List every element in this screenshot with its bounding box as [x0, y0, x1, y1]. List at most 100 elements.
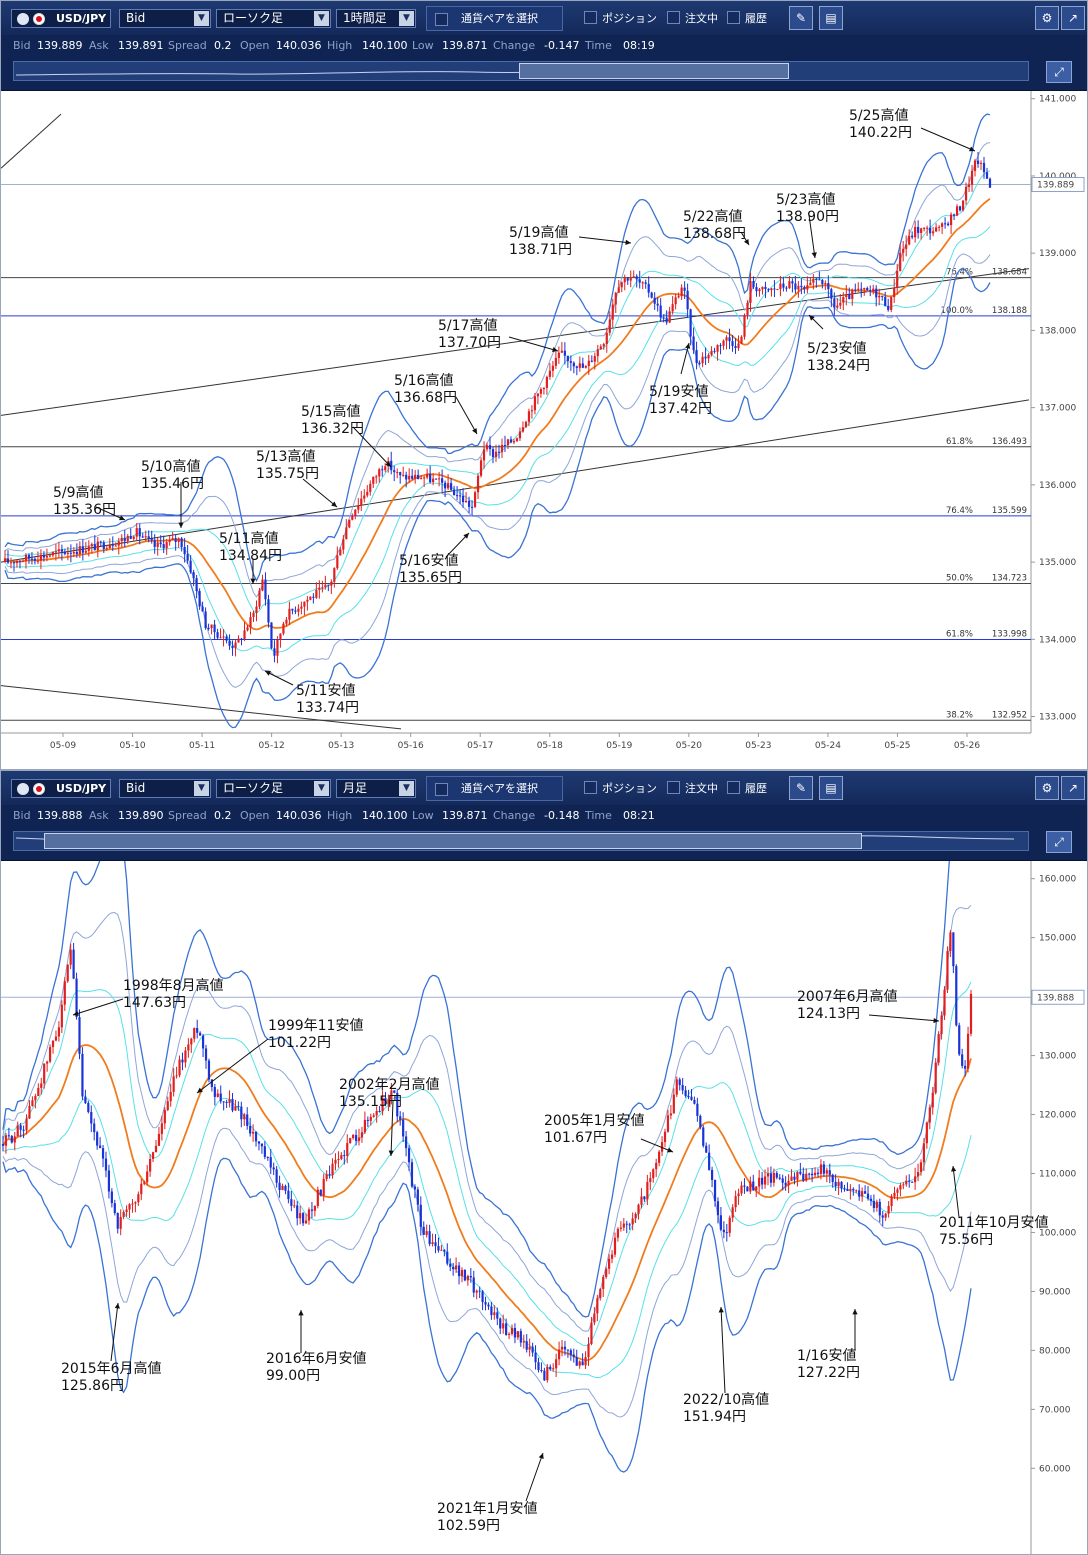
currency-pair-badge[interactable]: USD/JPY — [11, 9, 111, 28]
zoom-icon[interactable]: ⤢ — [1046, 61, 1072, 83]
candle-body — [828, 1170, 831, 1175]
popout-icon[interactable]: ↗ — [1061, 776, 1085, 800]
candle-body — [345, 527, 348, 540]
ask-label: Ask — [89, 39, 109, 52]
candle-body — [665, 317, 668, 323]
history-checkbox[interactable] — [727, 781, 740, 794]
candle-body — [752, 281, 755, 288]
currency-pair-badge[interactable]: USD/JPY — [11, 779, 111, 798]
timeframe-select[interactable]: 1時間足 ▼ — [336, 9, 416, 28]
candle-body — [830, 289, 833, 299]
drawing-tools-button[interactable]: ✎ — [789, 6, 813, 30]
price-type-select[interactable]: Bid ▼ — [119, 779, 211, 798]
annotation-arrowhead — [250, 578, 256, 584]
fibonacci-price-label: 134.723 — [992, 573, 1027, 583]
time-tick-label: 05-16 — [398, 741, 424, 751]
time-tick-label: 05-26 — [954, 741, 980, 751]
candle-body — [144, 536, 147, 538]
candle-body — [69, 552, 72, 554]
candle-body — [184, 1050, 187, 1063]
price-tick-label: 160.000 — [1039, 875, 1076, 885]
candle-body — [128, 1204, 131, 1210]
candle-body — [378, 1110, 381, 1112]
annotation-arrowhead — [809, 315, 815, 321]
candle-body — [42, 554, 46, 558]
navigator-track[interactable] — [13, 61, 1029, 81]
candle-body — [784, 1182, 787, 1186]
navigator-selection[interactable] — [44, 833, 862, 849]
ask-value: 139.891 — [118, 39, 164, 52]
layout-button[interactable]: ▤ — [819, 6, 843, 30]
chart-type-select[interactable]: ローソク足 ▼ — [216, 779, 331, 798]
annotation-value: 101.22円 — [268, 1035, 331, 1051]
candle-body — [131, 1203, 134, 1205]
candle-body — [447, 483, 450, 489]
navigator-selection[interactable] — [519, 63, 789, 79]
candle-body — [913, 1176, 917, 1183]
timeframe-select[interactable]: 月足 ▼ — [336, 779, 416, 798]
candle-body — [36, 560, 40, 562]
chart-type-select[interactable]: ローソク足 ▼ — [216, 9, 331, 28]
select-pair-button[interactable]: 通貨ペアを選択 — [426, 6, 563, 31]
candle-body — [157, 1133, 161, 1146]
candle-body — [637, 1204, 640, 1214]
annotation-arrowhead — [472, 428, 477, 434]
candle-body — [201, 606, 204, 612]
candle-body — [408, 475, 411, 480]
time-tick-label: 05-20 — [676, 741, 702, 751]
candle-body — [327, 584, 330, 586]
candle-body — [773, 288, 776, 290]
fibonacci-percent-label: 100.0% — [941, 306, 973, 316]
zoom-icon[interactable]: ⤢ — [1046, 831, 1072, 853]
orders-checkbox[interactable] — [667, 781, 680, 794]
layout-button[interactable]: ▤ — [819, 776, 843, 800]
candle-body — [399, 472, 402, 476]
candle-body — [575, 366, 578, 368]
price-type-select[interactable]: Bid ▼ — [119, 9, 211, 28]
candle-body — [172, 1076, 175, 1092]
candle-body — [264, 579, 267, 600]
candle-body — [824, 283, 827, 285]
gear-icon[interactable]: ⚙ — [1035, 776, 1059, 800]
candle-body — [775, 1172, 778, 1178]
orders-checkbox[interactable] — [667, 11, 680, 24]
annotation-label: 5/11高値 — [219, 530, 278, 547]
candle-body — [231, 1098, 234, 1111]
candle-body — [905, 1180, 908, 1185]
candle-body — [449, 483, 453, 490]
annotation-arrowhead — [951, 1166, 957, 1172]
candle-body — [122, 1212, 125, 1218]
candle-body — [342, 539, 345, 550]
drawing-tools-button[interactable]: ✎ — [789, 776, 813, 800]
change-value: -0.148 — [544, 809, 580, 822]
candle-body — [728, 1217, 731, 1233]
candle-body — [54, 1036, 58, 1041]
candle-body — [195, 578, 198, 592]
annotation-arrow-line — [808, 214, 816, 259]
history-checkbox[interactable] — [727, 11, 740, 24]
navigator-track[interactable] — [13, 831, 1029, 851]
candle-body — [534, 1352, 537, 1363]
gear-icon[interactable]: ⚙ — [1035, 6, 1059, 30]
candle-body — [599, 346, 602, 350]
candle-body — [854, 289, 857, 291]
candle-body — [961, 1054, 964, 1066]
time-tick-label: 05-12 — [259, 741, 285, 751]
popout-icon[interactable]: ↗ — [1061, 6, 1085, 30]
annotation-label: 5/11安値 — [296, 683, 355, 699]
position-checkbox[interactable] — [584, 11, 597, 24]
candle-body — [12, 562, 16, 564]
candle-body — [816, 1172, 820, 1174]
select-pair-button[interactable]: 通貨ペアを選択 — [426, 776, 563, 801]
annotation-label: 1999年11安値 — [268, 1018, 363, 1034]
candle-body — [278, 1182, 281, 1191]
candle-body — [51, 552, 55, 556]
candle-body — [831, 1174, 834, 1182]
candle-body — [668, 311, 671, 323]
candle-body — [384, 466, 387, 471]
ask-value: 139.890 — [118, 809, 164, 822]
position-checkbox[interactable] — [584, 781, 597, 794]
candle-body — [976, 160, 980, 164]
candle-body — [331, 1163, 334, 1176]
price-tick-label: 120.000 — [1039, 1111, 1076, 1121]
